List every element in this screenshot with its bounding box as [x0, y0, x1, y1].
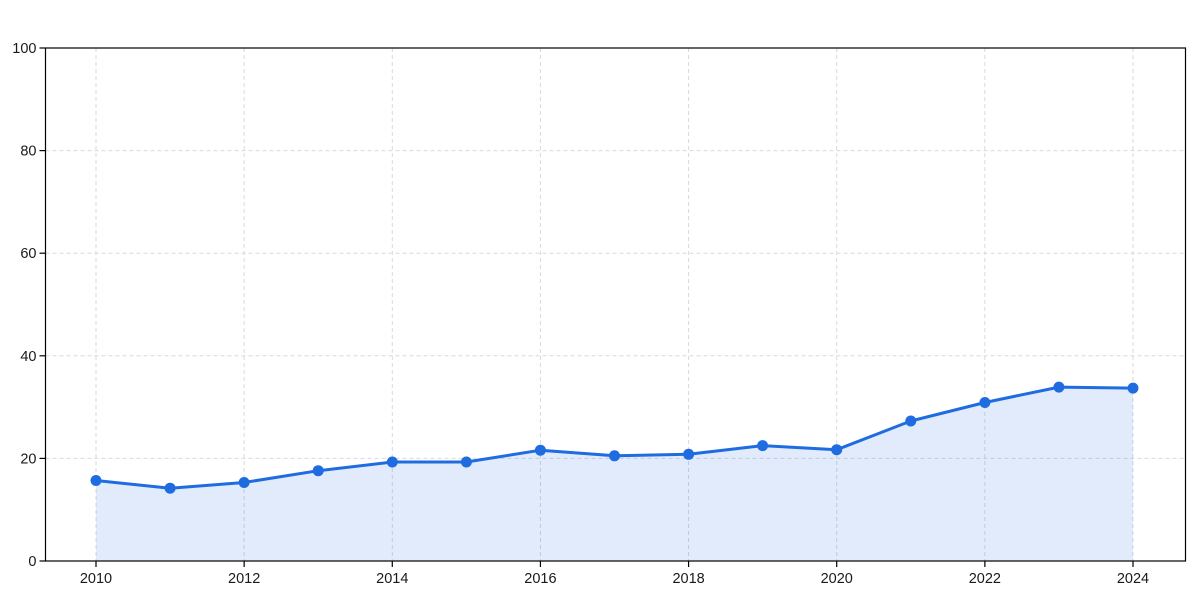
data-point-2023 [1053, 381, 1065, 393]
x-tick-label-2024: 2024 [1117, 571, 1149, 587]
data-point-2014 [386, 456, 398, 468]
data-point-2019 [757, 440, 769, 452]
data-point-2024 [1127, 382, 1139, 394]
x-tick-label-2020: 2020 [821, 571, 853, 587]
data-point-2018 [683, 448, 695, 460]
area-fill [96, 387, 1133, 561]
x-tick-label-2018: 2018 [672, 571, 704, 587]
data-point-2012 [238, 477, 250, 488]
y-tick-label-0: 0 [28, 554, 36, 570]
x-tick-label-2014: 2014 [376, 571, 408, 587]
y-tick-label-40: 40 [20, 349, 36, 365]
y-tick-label-60: 60 [20, 246, 36, 262]
x-tick-label-2012: 2012 [228, 571, 260, 587]
x-tick-label-2016: 2016 [524, 571, 556, 587]
data-point-2021 [905, 415, 917, 427]
data-point-2020 [831, 444, 843, 456]
data-point-2010 [90, 475, 102, 486]
data-point-2015 [460, 456, 472, 468]
data-point-2013 [312, 465, 324, 477]
data-point-2017 [609, 450, 620, 462]
data-point-2016 [534, 444, 546, 456]
plot-border [44, 47, 1187, 562]
x-tick-label-2022: 2022 [969, 571, 1001, 587]
y-tick-label-100: 100 [12, 41, 36, 57]
x-tick-label-2010: 2010 [80, 571, 112, 587]
data-point-2011 [164, 482, 176, 494]
data-point-2022 [979, 397, 991, 408]
y-tick-label-20: 20 [20, 451, 36, 467]
y-tick-label-80: 80 [20, 144, 36, 160]
